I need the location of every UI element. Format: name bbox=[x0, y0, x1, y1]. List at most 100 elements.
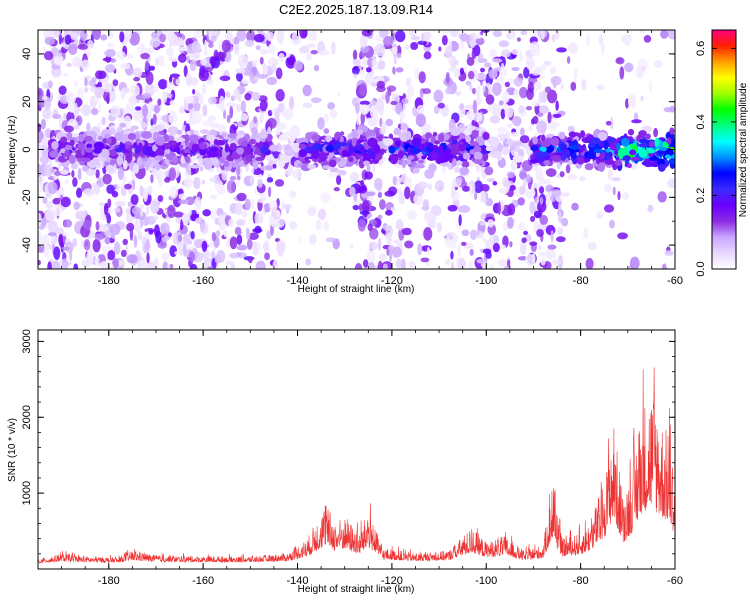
spectrogram-blob bbox=[492, 82, 502, 96]
spectrogram-ridge-blob bbox=[178, 144, 184, 149]
spectrogram-blob bbox=[278, 102, 284, 113]
spectrogram-blob bbox=[169, 264, 174, 269]
spectrogram-blob bbox=[621, 34, 632, 44]
snr-y-tick-label: 2000 bbox=[21, 405, 33, 429]
spectrogram-blob bbox=[187, 181, 192, 187]
spectrogram-blob bbox=[169, 185, 179, 199]
spectrogram-x-tick-label: -60 bbox=[667, 275, 683, 287]
spectrogram-ridge-blob bbox=[59, 169, 70, 175]
spectrogram-blob bbox=[244, 39, 255, 47]
spectrogram-blob bbox=[139, 185, 144, 197]
spectrogram-ridge-blob bbox=[627, 128, 635, 136]
spectrogram-blob bbox=[509, 241, 513, 248]
spectrogram-blob bbox=[337, 91, 341, 97]
spectrogram-blob bbox=[390, 100, 398, 106]
spectrogram-blob bbox=[615, 57, 625, 65]
spectrogram-ridge-blob bbox=[666, 137, 672, 145]
spectrogram-blob bbox=[240, 113, 249, 122]
spectrogram-ridge-blob bbox=[475, 136, 486, 144]
snr-x-label: Height of straight line (km) bbox=[298, 584, 415, 595]
spectrogram-blob bbox=[617, 190, 621, 201]
spectrogram-ridge-blob bbox=[409, 147, 421, 155]
spectrogram-ridge-blob bbox=[136, 156, 143, 166]
spectrogram-blob bbox=[258, 73, 268, 79]
spectrogram-blob bbox=[235, 72, 243, 82]
spectrogram-blob bbox=[454, 60, 459, 66]
spectrogram-blob bbox=[241, 210, 248, 218]
spectrogram-blob bbox=[166, 78, 174, 92]
spectrogram-blob bbox=[387, 30, 395, 34]
spectrogram-blob bbox=[660, 30, 669, 39]
spectrogram-blob bbox=[255, 260, 266, 269]
spectrogram-ridge-blob bbox=[116, 126, 123, 134]
spectrogram-blob bbox=[570, 81, 577, 91]
spectrogram-blob bbox=[209, 56, 216, 66]
spectrogram-blob bbox=[455, 176, 463, 185]
spectrogram-blob bbox=[191, 111, 203, 124]
spectrogram-blob bbox=[567, 174, 578, 180]
spectrogram-ridge-blob bbox=[630, 156, 640, 161]
spectrogram-blob bbox=[76, 87, 85, 100]
spectrogram-ridge-blob bbox=[49, 150, 59, 158]
spectrogram-blob bbox=[531, 69, 541, 76]
spectrogram-blob bbox=[263, 202, 271, 213]
spectrogram-ridge-blob bbox=[75, 153, 80, 159]
spectrogram-blob bbox=[506, 87, 516, 96]
colorbar-gradient bbox=[711, 29, 737, 270]
spectrogram-ridge-blob bbox=[400, 122, 408, 131]
spectrogram-y-tick-label: 20 bbox=[21, 96, 33, 108]
spectrogram-blob bbox=[475, 37, 485, 46]
spectrogram-blob bbox=[410, 42, 419, 51]
spectrogram-blob bbox=[225, 91, 231, 98]
spectrogram-blob bbox=[441, 34, 448, 46]
spectrogram-blob bbox=[219, 75, 231, 82]
spectrogram-blob bbox=[519, 135, 530, 144]
spectrogram-blob bbox=[358, 203, 363, 212]
spectrogram-blob bbox=[203, 50, 209, 57]
spectrogram-blob bbox=[236, 234, 243, 245]
spectrogram-ridge-blob bbox=[648, 140, 655, 148]
spectrogram-blob bbox=[236, 30, 247, 42]
spectrogram-ridge-blob bbox=[556, 162, 561, 170]
spectrogram-ridge-blob bbox=[155, 147, 165, 157]
colorbar-tick-label: 0.2 bbox=[695, 188, 707, 203]
spectrogram-ridge-blob bbox=[599, 143, 605, 149]
spectrogram-ridge-blob bbox=[407, 154, 415, 161]
spectrogram-blob bbox=[389, 248, 393, 263]
spectrogram-ridge-blob bbox=[627, 163, 632, 169]
spectrogram-blob bbox=[42, 196, 48, 205]
spectrogram-blob bbox=[116, 50, 126, 60]
spectrogram-blob bbox=[280, 201, 286, 211]
spectrogram-ridge-blob bbox=[506, 138, 514, 146]
spectrogram-blob bbox=[167, 204, 176, 219]
spectrogram-blob bbox=[538, 91, 543, 104]
spectrogram-blob bbox=[193, 53, 201, 59]
spectrogram-blob bbox=[390, 207, 396, 212]
spectrogram-ridge-blob bbox=[653, 127, 659, 138]
spectrogram-ridge-blob bbox=[473, 145, 482, 153]
spectrogram-blob bbox=[120, 249, 127, 258]
spectrogram-blob bbox=[255, 45, 261, 51]
spectrogram-blob bbox=[141, 236, 147, 245]
spectrogram-blob bbox=[209, 177, 216, 183]
spectrogram-ridge-blob bbox=[599, 151, 605, 160]
spectrogram-blob bbox=[368, 261, 375, 269]
spectrogram-ridge-blob bbox=[363, 160, 370, 166]
spectrogram-ridge-blob bbox=[210, 157, 219, 166]
spectrogram-blob bbox=[92, 184, 101, 195]
spectrogram-blob bbox=[43, 164, 54, 177]
spectrogram-blob bbox=[259, 56, 264, 65]
spectrogram-blob bbox=[305, 258, 312, 266]
spectrogram-blob bbox=[453, 70, 461, 78]
spectrogram-blob bbox=[530, 215, 536, 223]
spectrogram-ridge-blob bbox=[414, 164, 425, 169]
spectrogram-blob bbox=[441, 30, 451, 35]
spectrogram-blob bbox=[460, 259, 466, 269]
spectrogram-blob bbox=[581, 78, 587, 91]
spectrogram-blob bbox=[396, 52, 402, 59]
snr-frame bbox=[37, 329, 676, 570]
spectrogram-blob bbox=[201, 240, 208, 252]
spectrogram-blob bbox=[38, 180, 44, 193]
spectrogram-blob bbox=[417, 243, 423, 256]
spectrogram-blob bbox=[188, 251, 196, 263]
